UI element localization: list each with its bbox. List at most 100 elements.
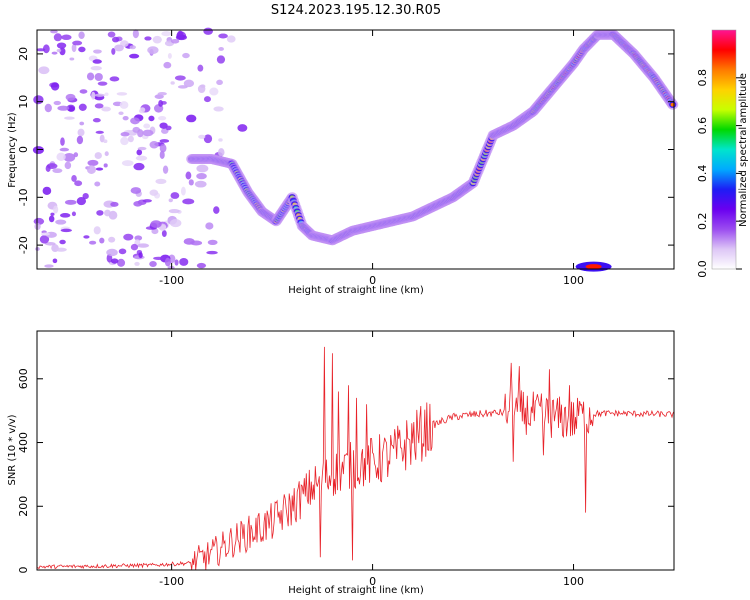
heatmap-noise-blob [130, 243, 139, 251]
heatmap-noise-blob [48, 215, 55, 223]
heatmap-noise-blob [161, 230, 167, 238]
heatmap-extra-blob-core [585, 264, 602, 270]
heatmap-noise-blob [135, 155, 148, 161]
heatmap-noise-blob [61, 34, 72, 40]
colorbar-tick-label: 0.0 [696, 260, 709, 278]
heatmap-noise-blob [64, 199, 77, 205]
heatmap-noise-blob [94, 93, 105, 97]
heatmap-noise-blob [162, 165, 169, 174]
heatmap-noise-blob [45, 164, 51, 172]
heatmap-noise-blob [158, 116, 167, 121]
heatmap-noise-blob [209, 87, 219, 96]
heatmap-noise-blob [77, 128, 85, 137]
colorbar-tick-label: 0.2 [696, 212, 709, 230]
heatmap-noise-blob [120, 131, 130, 137]
heatmap-noise-blob [182, 198, 195, 205]
heatmap-y-label: Frequency (Hz) [7, 112, 18, 188]
heatmap-noise-blob [101, 106, 111, 112]
heatmap-noise-blob [149, 260, 157, 268]
heatmap-noise-blob [87, 159, 99, 166]
heatmap-noise-blob [158, 100, 164, 107]
heatmap-noise-blob [188, 179, 194, 186]
heatmap-noise-blob [93, 49, 102, 54]
heatmap-noise-blob [97, 81, 108, 86]
snr-x-tick-label: 0 [369, 575, 376, 588]
heatmap-noise-blob [94, 72, 103, 82]
heatmap-noise-blob [226, 35, 236, 43]
heatmap-x-tick-label: -100 [159, 274, 184, 287]
heatmap-noise-blob [56, 152, 66, 162]
heatmap-noise-blob [138, 252, 143, 259]
heatmap-noise-blob [71, 174, 77, 182]
heatmap-noise-blob [76, 197, 87, 206]
heatmap-noise-blob [53, 205, 59, 214]
heatmap-noise-blob [42, 44, 50, 54]
heatmap-x-tick-label: 0 [369, 274, 376, 287]
heatmap-noise-blob [51, 51, 58, 55]
heatmap-noise-blob [203, 27, 213, 35]
heatmap-noise-blob [161, 31, 172, 37]
heatmap-noise-blob [198, 134, 206, 139]
snr-y-ticks: 0 200 400 600 [17, 368, 674, 574]
heatmap-noise-blob [63, 152, 76, 162]
heatmap-noise-blob [186, 114, 197, 123]
heatmap-noise-blob [217, 148, 225, 157]
heatmap-noise-blob [95, 167, 104, 171]
heatmap-noise-blob [134, 261, 140, 266]
heatmap-noise-blob [64, 116, 75, 120]
heatmap-noise-blob [118, 111, 124, 116]
heatmap-noise-blob [170, 38, 180, 44]
snr-y-tick-label: 0 [17, 567, 30, 574]
heatmap-noise-blob [78, 31, 85, 39]
heatmap-noise-blob [94, 181, 101, 187]
heatmap-noise-blob [174, 259, 179, 266]
heatmap-noise-blob [213, 106, 224, 112]
heatmap-noise-blob [218, 138, 223, 142]
heatmap-noise-blob [183, 79, 195, 88]
heatmap-noise-blob [90, 65, 102, 71]
heatmap-noise-blob [205, 222, 214, 230]
heatmap-noise-blob [130, 187, 142, 194]
snr-x-tick-label: -100 [159, 575, 184, 588]
snr-background [37, 331, 674, 570]
heatmap-noise-blob [79, 89, 88, 94]
heatmap-noise-blob [127, 135, 134, 143]
snr-y-label: SNR (10 * v/v) [7, 414, 18, 485]
heatmap-noise-blob [142, 199, 152, 203]
heatmap-noise-blob [165, 125, 172, 131]
heatmap-noise-blob [196, 262, 207, 269]
heatmap-noise-blob [103, 163, 108, 168]
heatmap-noise-blob [44, 103, 52, 113]
heatmap-noise-blob [164, 257, 171, 267]
heatmap-noise-blob [139, 107, 146, 113]
heatmap-noise-blob [179, 257, 189, 266]
heatmap-noise-blob [120, 136, 129, 146]
heatmap-noise-blob [203, 96, 211, 103]
heatmap-noise-blob [142, 129, 154, 137]
heatmap-noise-blob [110, 258, 119, 264]
heatmap-y-tick-label: 20 [17, 47, 30, 61]
colorbar-tick-label: 0.4 [696, 165, 709, 183]
heatmap-x-tick-label: 100 [563, 274, 584, 287]
heatmap-noise-blob [167, 53, 172, 59]
heatmap-noise-blob [149, 189, 159, 196]
heatmap-noise-blob [155, 178, 167, 185]
heatmap-y-ticks: -20 -10 0 10 20 [17, 47, 674, 254]
heatmap-noise-blob [65, 93, 76, 101]
heatmap-noise-blob [99, 237, 105, 244]
heatmap-noise-blob [190, 240, 203, 246]
heatmap-noise-blob [60, 228, 72, 233]
heatmap-noise-blob [132, 29, 139, 39]
heatmap-noise-blob [170, 81, 175, 85]
heatmap-y-tick-label: -20 [17, 236, 30, 254]
heatmap-noise-blob [207, 239, 218, 245]
heatmap-noise-blob [170, 192, 180, 199]
heatmap-noise-blob [129, 45, 136, 50]
heatmap-noise-blob [206, 250, 218, 255]
heatmap-noise-blob [99, 134, 105, 143]
heatmap-noise-blob [38, 66, 50, 75]
heatmap-noise-blob [168, 198, 173, 203]
heatmap-noise-blob [118, 248, 127, 255]
